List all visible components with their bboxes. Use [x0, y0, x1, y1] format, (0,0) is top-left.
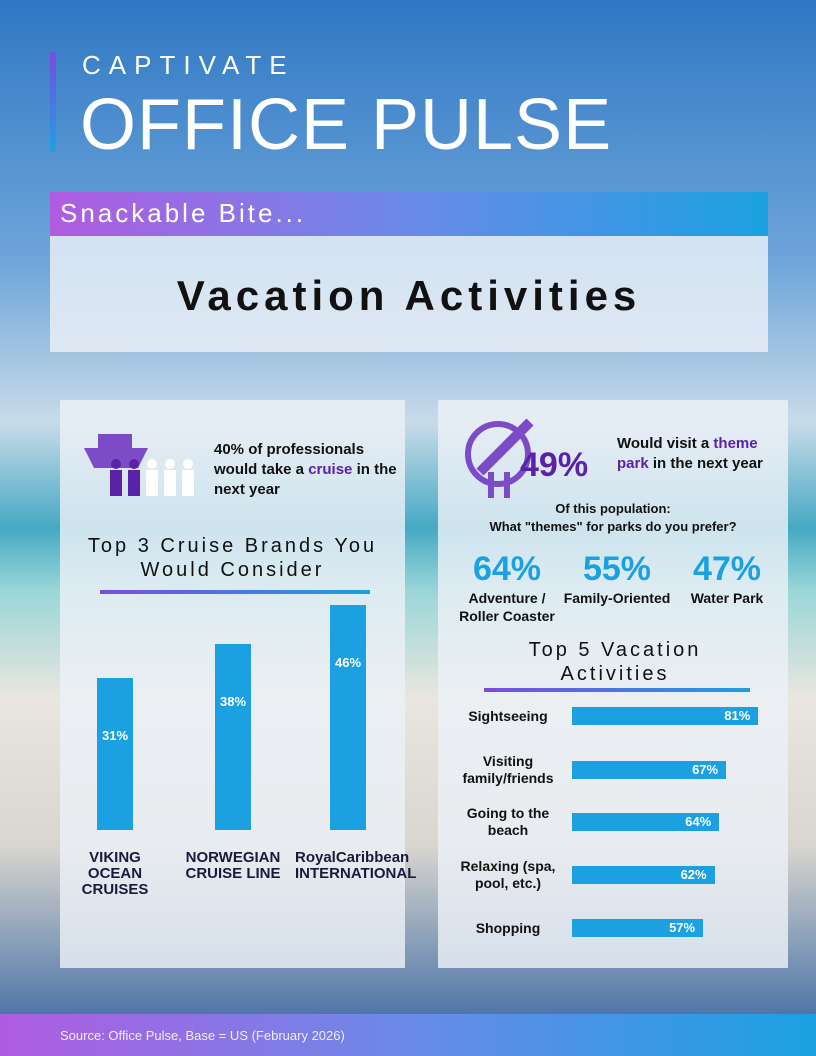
topic-box: Vacation Activities	[50, 236, 768, 352]
brand-logo: RoyalCaribbean INTERNATIONAL	[295, 849, 417, 882]
value-label: 38%	[219, 693, 247, 709]
question: What "themes" for parks do you prefer?	[489, 519, 737, 534]
footer-strip: Source: Office Pulse, Base = US (Februar…	[0, 1014, 816, 1056]
bar: 46%	[330, 604, 366, 830]
cruise-text: in the next year	[214, 461, 397, 498]
theme-label: Family-Oriented	[563, 590, 671, 606]
theme-label: Adventure / Roller Coaster	[459, 590, 555, 624]
footer: Source: Office Pulse, Base = US (Februar…	[60, 1028, 345, 1043]
chart-title: Top 3 Cruise Brands You Would Consider	[87, 535, 378, 581]
title: OFFICE PULSE	[80, 85, 613, 165]
category-label: Sightseeing	[468, 707, 548, 724]
brand-logo: VIKING OCEAN CRUISES	[81, 849, 149, 898]
bar: 57%	[572, 919, 704, 937]
cruise-highlight: cruise	[308, 461, 353, 478]
population: Of this population: What "themes" for pa…	[440, 500, 786, 536]
subtitle: Snackable Bite...	[60, 198, 307, 228]
bar: 62%	[572, 866, 715, 884]
theme: 47% Water Park	[672, 550, 782, 625]
cruise-stat: 40% of professionals would take a cruise…	[214, 440, 404, 500]
theme-value: 55%	[582, 550, 652, 588]
coaster-icon	[465, 418, 534, 498]
bar: 81%	[572, 707, 759, 725]
theme-highlight: theme park	[617, 435, 758, 472]
theme-label: Water Park	[690, 590, 764, 606]
theme-text: Would visit a	[617, 435, 710, 452]
themes: 64% Adventure / Roller Coaster 55% Family-O…	[452, 550, 782, 625]
bar: 64%	[572, 813, 720, 831]
bar: 38%	[215, 643, 251, 830]
theme: 64% Adventure / Roller Coaster	[452, 550, 562, 625]
accent-bar	[50, 52, 56, 152]
theme-park-text: Would visit a theme park in the next yea…	[617, 434, 777, 474]
theme-text: in the next year	[652, 455, 763, 472]
cruise-icon	[84, 434, 194, 496]
bar: 31%	[97, 678, 133, 830]
topic: Vacation Activities	[176, 272, 642, 319]
category-label: Shopping	[475, 919, 541, 936]
brand-logo: NORWEGIAN CRUISE LINE	[185, 849, 281, 882]
theme-park-stat: 49%	[520, 446, 589, 484]
value-label: 64%	[685, 814, 712, 829]
theme-value: 47%	[692, 550, 762, 588]
brand: CAPTIVATE	[82, 50, 295, 80]
value-label: 46%	[334, 654, 362, 670]
value-label: 57%	[669, 920, 696, 935]
chart-title: Top 5 Vacation Activities	[528, 639, 702, 685]
subtitle-strip: Snackable Bite...	[50, 192, 768, 236]
value-label: 81%	[724, 708, 751, 723]
theme: 55% Family-Oriented	[562, 550, 672, 625]
title-underline	[484, 688, 750, 692]
bar: 67%	[572, 761, 727, 779]
title-underline	[100, 590, 370, 594]
cruise-text: 40% of professionals would take a	[214, 441, 365, 478]
theme-value: 64%	[472, 550, 542, 588]
population-label: Of this population:	[555, 501, 671, 516]
value-label: 62%	[680, 867, 707, 882]
value-label: 31%	[101, 728, 129, 744]
category-label: Going to the beach	[466, 805, 550, 838]
category-label: Visiting family/friends	[462, 753, 554, 786]
value-label: 67%	[692, 762, 719, 777]
category-label: Relaxing (spa, pool, etc.)	[460, 858, 556, 891]
